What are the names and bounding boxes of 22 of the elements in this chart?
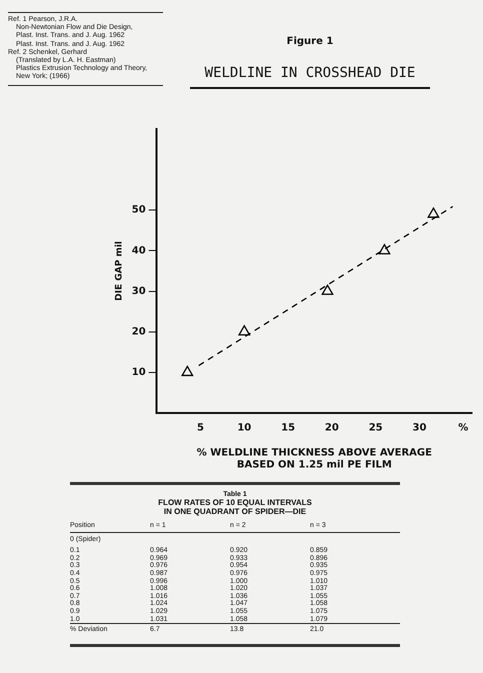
x-tick-label: 10	[237, 422, 252, 434]
point	[182, 366, 194, 376]
x-tick-label: 5	[197, 422, 204, 434]
chart-title: WELDLINE IN CROSSHEAD DIE	[190, 65, 430, 89]
text: FLOW RATES OF 10 EQUAL INTERVALS IN ONE QUADRANT OF SPIDER—DIE	[157, 498, 313, 516]
chart-subtitle: Figure 1	[286, 36, 334, 47]
point	[378, 244, 390, 254]
x-tick-label: 25	[368, 422, 383, 434]
point	[238, 325, 250, 336]
y-tick-label: 40	[132, 245, 146, 256]
x-axis-title: % WELDLINE THICKNESS ABOVE AVERAGE BASED ON 1.25 mil PE FILM	[196, 448, 432, 471]
x-tick-label: 30	[412, 422, 426, 434]
x-tick-label: 15	[281, 422, 296, 434]
y-tick-label: 50	[132, 204, 146, 216]
point	[322, 284, 334, 295]
y-tick-label: 20	[132, 326, 146, 338]
y-tick-label: 30	[132, 286, 146, 297]
y-tick-label: 10	[132, 367, 146, 378]
y-axis-title: DIE GAP mil	[114, 241, 125, 301]
x-tick-label: %	[458, 422, 468, 434]
point	[428, 208, 440, 218]
x-tick-label: 20	[324, 422, 339, 434]
